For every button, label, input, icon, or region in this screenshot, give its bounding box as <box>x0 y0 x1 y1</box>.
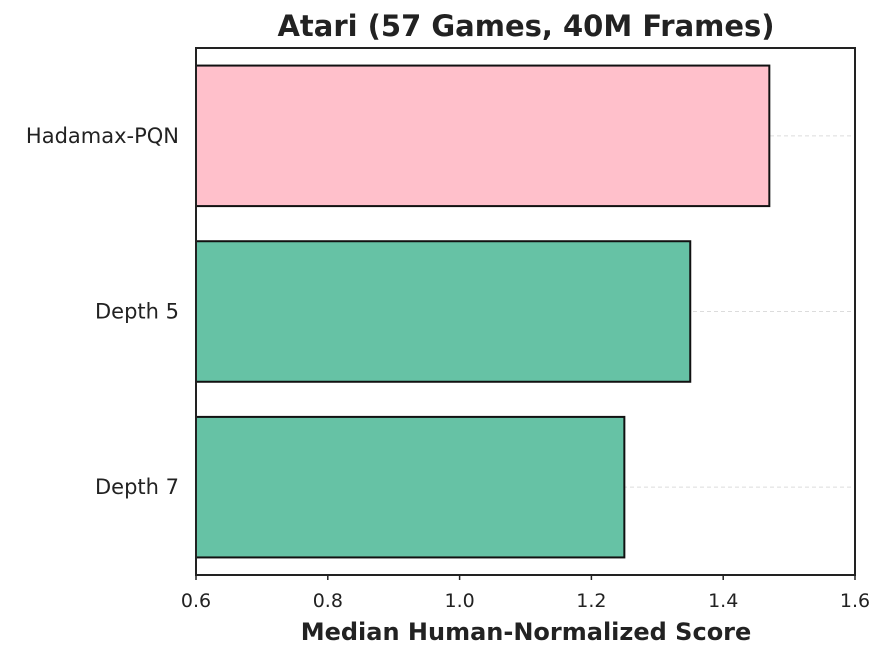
x-axis-label: Median Human-Normalized Score <box>301 618 752 646</box>
category-label: Hadamax-PQN <box>26 124 179 148</box>
bar-depth-7 <box>195 415 626 559</box>
category-label: Depth 7 <box>95 475 179 499</box>
plot-frame <box>195 47 856 576</box>
x-axis-ticks: 0.6 0.8 1.0 1.2 1.4 1.6 <box>181 575 870 612</box>
bar-hadamax-pqn <box>195 64 771 208</box>
x-tick-label: 0.6 <box>181 590 211 612</box>
category-labels: Hadamax-PQN Depth 5 Depth 7 <box>26 124 179 499</box>
chart-title: Atari (57 Games, 40M Frames) <box>277 9 774 43</box>
bar-depth-5 <box>195 240 692 383</box>
x-tick-label: 1.0 <box>444 590 474 612</box>
bars <box>195 64 771 559</box>
x-tick-label: 1.2 <box>576 590 606 612</box>
x-tick-label: 1.6 <box>840 590 870 612</box>
x-tick-label: 0.8 <box>313 590 343 612</box>
category-label: Depth 5 <box>95 300 179 324</box>
x-tick-label: 1.4 <box>708 590 738 612</box>
